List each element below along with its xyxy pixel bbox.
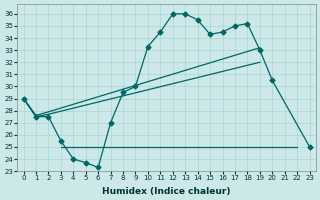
X-axis label: Humidex (Indice chaleur): Humidex (Indice chaleur) bbox=[102, 187, 231, 196]
